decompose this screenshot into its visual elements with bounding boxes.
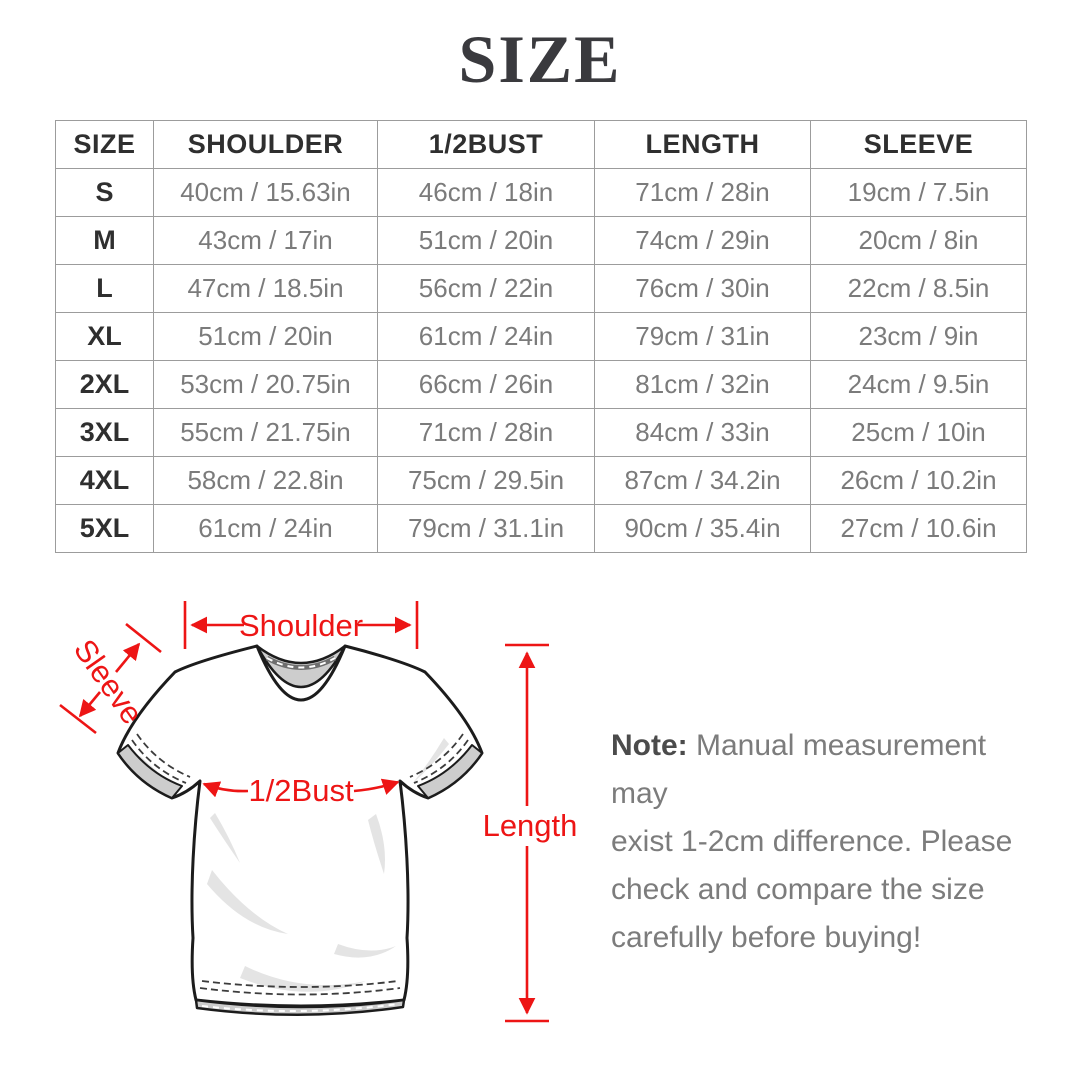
length-value: 76cm / 30in xyxy=(594,264,811,313)
bust-value: 79cm / 31.1in xyxy=(377,504,595,553)
shoulder-value: 40cm / 15.63in xyxy=(153,168,378,217)
size-label: XL xyxy=(55,312,154,361)
sleeve-value: 27cm / 10.6in xyxy=(810,504,1027,553)
tshirt-illustration xyxy=(116,644,484,1017)
size-label: 4XL xyxy=(55,456,154,505)
shoulder-value: 43cm / 17in xyxy=(153,216,378,265)
length-value: 84cm / 33in xyxy=(594,408,811,457)
tshirt-measurement-diagram: Shoulder Sleeve 1/2Bust xyxy=(40,588,600,1050)
length-value: 74cm / 29in xyxy=(594,216,811,265)
table-row: 2XL 53cm / 20.75in 66cm / 26in 81cm / 32… xyxy=(55,360,1027,409)
sleeve-value: 22cm / 8.5in xyxy=(810,264,1027,313)
table-row: XL 51cm / 20in 61cm / 24in 79cm / 31in 2… xyxy=(55,312,1027,361)
shoulder-value: 51cm / 20in xyxy=(153,312,378,361)
note-label: Note: xyxy=(611,729,688,762)
shoulder-value: 58cm / 22.8in xyxy=(153,456,378,505)
table-row: S 40cm / 15.63in 46cm / 18in 71cm / 28in… xyxy=(55,168,1027,217)
bust-measure: 1/2Bust xyxy=(202,773,400,808)
size-table: SIZE SHOULDER 1/2BUST LENGTH SLEEVE S 40… xyxy=(55,120,1027,553)
bust-value: 75cm / 29.5in xyxy=(377,456,595,505)
bust-value: 61cm / 24in xyxy=(377,312,595,361)
size-label: 5XL xyxy=(55,504,154,553)
bust-value: 71cm / 28in xyxy=(377,408,595,457)
col-header-bust: 1/2BUST xyxy=(377,120,595,169)
sleeve-value: 20cm / 8in xyxy=(810,216,1027,265)
bust-value: 56cm / 22in xyxy=(377,264,595,313)
table-row: L 47cm / 18.5in 56cm / 22in 76cm / 30in … xyxy=(55,264,1027,313)
sleeve-value: 26cm / 10.2in xyxy=(810,456,1027,505)
length-measure: Length xyxy=(483,643,578,1023)
shoulder-measure: Shoulder xyxy=(183,601,419,649)
note-line: exist 1-2cm difference. Please xyxy=(611,825,1013,858)
table-row: 4XL 58cm / 22.8in 75cm / 29.5in 87cm / 3… xyxy=(55,456,1027,505)
note-line: Manual measurement may xyxy=(611,729,987,810)
shoulder-label: Shoulder xyxy=(239,608,363,643)
sleeve-value: 24cm / 9.5in xyxy=(810,360,1027,409)
col-header-sleeve: SLEEVE xyxy=(810,120,1027,169)
shoulder-value: 47cm / 18.5in xyxy=(153,264,378,313)
page-title: SIZE xyxy=(458,21,622,97)
table-row: 5XL 61cm / 24in 79cm / 31.1in 90cm / 35.… xyxy=(55,504,1027,553)
col-header-length: LENGTH xyxy=(594,120,811,169)
bust-value: 66cm / 26in xyxy=(377,360,595,409)
length-value: 71cm / 28in xyxy=(594,168,811,217)
measurement-note: Note: Manual measurement may exist 1-2cm… xyxy=(611,722,1041,962)
shoulder-value: 61cm / 24in xyxy=(153,504,378,553)
length-value: 79cm / 31in xyxy=(594,312,811,361)
size-label: S xyxy=(55,168,154,217)
length-label: Length xyxy=(483,808,578,843)
size-label: M xyxy=(55,216,154,265)
note-line: check and compare the size xyxy=(611,873,985,906)
col-header-shoulder: SHOULDER xyxy=(153,120,378,169)
sleeve-value: 19cm / 7.5in xyxy=(810,168,1027,217)
bust-value: 46cm / 18in xyxy=(377,168,595,217)
length-value: 87cm / 34.2in xyxy=(594,456,811,505)
table-row: M 43cm / 17in 51cm / 20in 74cm / 29in 20… xyxy=(55,216,1027,265)
table-header-row: SIZE SHOULDER 1/2BUST LENGTH SLEEVE xyxy=(55,120,1027,169)
bust-label: 1/2Bust xyxy=(248,773,354,808)
length-value: 90cm / 35.4in xyxy=(594,504,811,553)
col-header-size: SIZE xyxy=(55,120,154,169)
shoulder-value: 55cm / 21.75in xyxy=(153,408,378,457)
length-value: 81cm / 32in xyxy=(594,360,811,409)
size-label: 3XL xyxy=(55,408,154,457)
bust-value: 51cm / 20in xyxy=(377,216,595,265)
shoulder-value: 53cm / 20.75in xyxy=(153,360,378,409)
size-label: L xyxy=(55,264,154,313)
sleeve-value: 25cm / 10in xyxy=(810,408,1027,457)
size-label: 2XL xyxy=(55,360,154,409)
note-line: carefully before buying! xyxy=(611,921,922,954)
table-row: 3XL 55cm / 21.75in 71cm / 28in 84cm / 33… xyxy=(55,408,1027,457)
sleeve-value: 23cm / 9in xyxy=(810,312,1027,361)
